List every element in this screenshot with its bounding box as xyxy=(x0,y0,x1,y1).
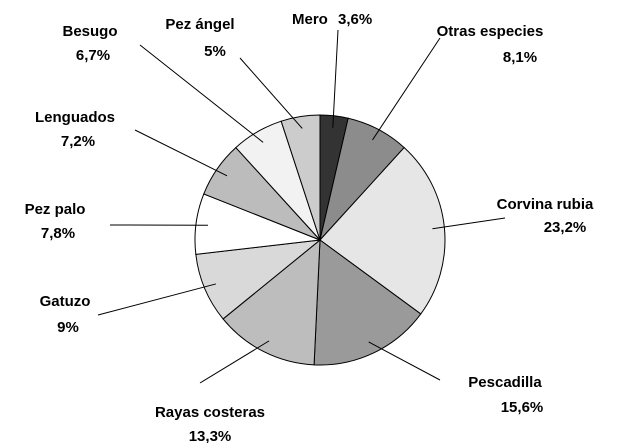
slice-label: Corvina rubia xyxy=(497,196,594,213)
slice-value-label: 23,2% xyxy=(544,219,587,236)
slice-label: Mero xyxy=(292,11,328,28)
leader-line xyxy=(239,57,303,129)
leader-line xyxy=(372,37,441,141)
slice-value-label: 6,7% xyxy=(76,47,110,64)
pie-slice xyxy=(313,239,422,366)
slice-label: Pescadilla xyxy=(468,374,542,391)
slice-label: Pez ángel xyxy=(165,16,234,33)
slice-label: Otras especies xyxy=(437,23,544,40)
slice-value-label: 8,1% xyxy=(503,49,537,66)
leader-line xyxy=(368,341,441,381)
leader-line xyxy=(332,29,339,128)
leader-line xyxy=(139,44,264,143)
slice-label: Gatuzo xyxy=(40,293,91,310)
slice-label: Pez palo xyxy=(25,201,86,218)
pie-slice xyxy=(222,238,321,366)
leader-line xyxy=(432,217,506,230)
leader-line xyxy=(199,340,270,384)
slice-label: Besugo xyxy=(62,23,117,40)
slice-label: Rayas costeras xyxy=(155,404,265,421)
slice-label: Lenguados xyxy=(35,109,115,126)
slice-value-label: 13,3% xyxy=(189,428,232,443)
slice-value-label: 5% xyxy=(204,43,226,60)
leader-line xyxy=(134,129,228,177)
slice-value-label: 15,6% xyxy=(501,399,544,416)
leader-line xyxy=(97,283,217,316)
slice-value-label: 7,8% xyxy=(41,225,75,242)
slice-value-label: 3,6% xyxy=(338,11,372,28)
pie-slice xyxy=(319,146,446,315)
pie-slice xyxy=(280,114,321,241)
slice-value-label: 9% xyxy=(57,319,79,336)
slice-value-label: 7,2% xyxy=(61,133,95,150)
